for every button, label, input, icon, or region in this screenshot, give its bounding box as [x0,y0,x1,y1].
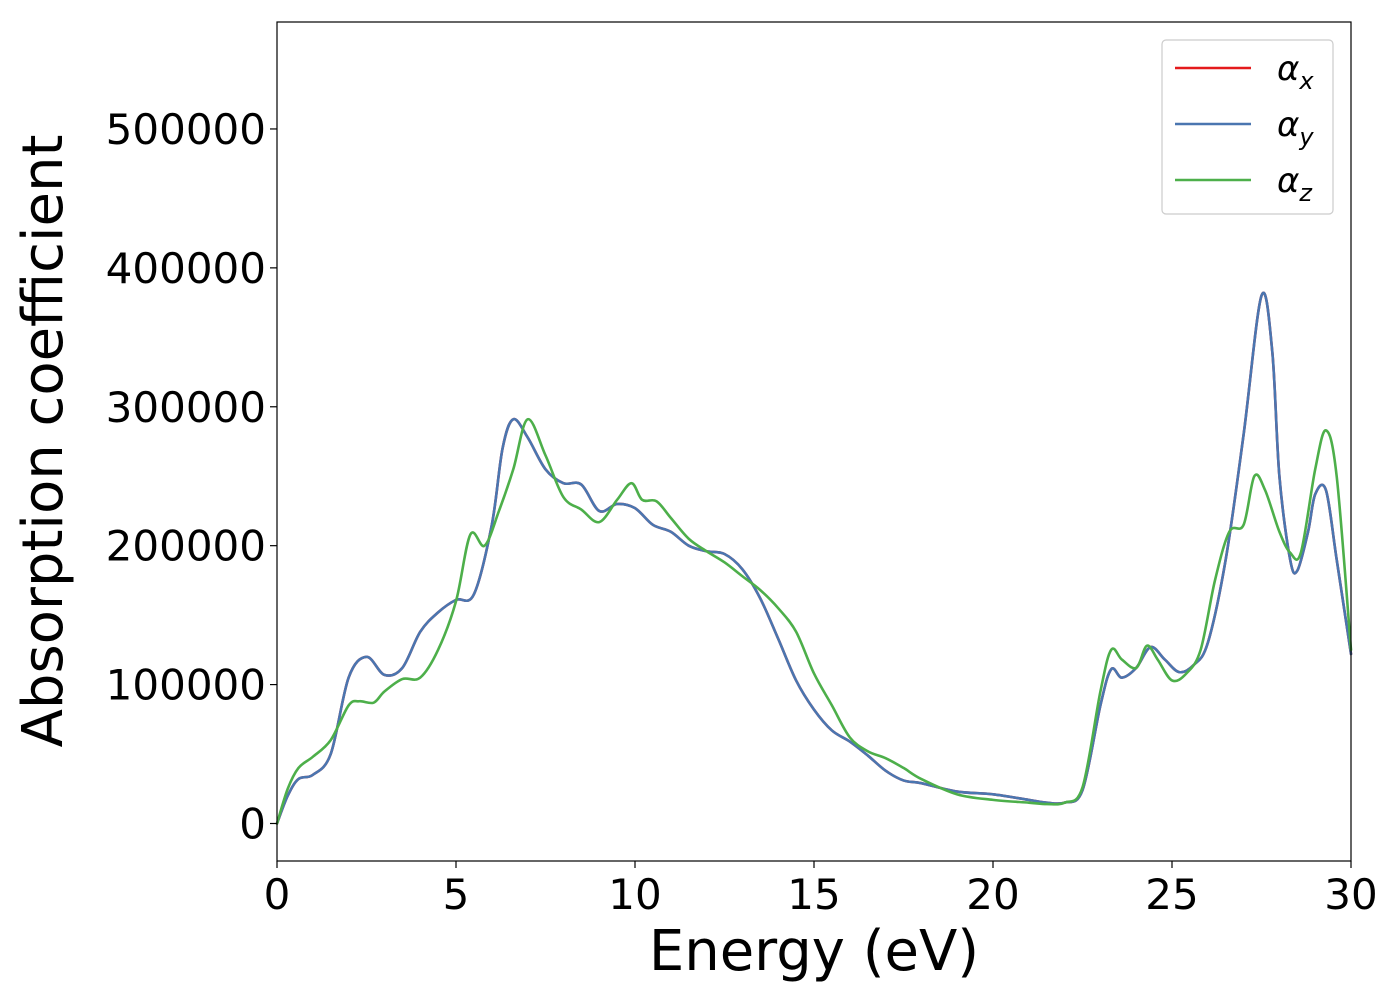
x-tick-label: 30 [1324,870,1377,919]
y-tick-label: 300000 [106,383,266,432]
x-axis: 0 5 10 15 20 25 30 [264,861,1378,919]
y-axis-label: Absorption coefficient [11,135,76,748]
legend-label-z: αz [1277,161,1313,207]
y-tick-label: 400000 [106,244,266,293]
x-axis-label: Energy (eV) [649,919,979,984]
y-tick-label: 200000 [106,522,266,571]
legend-box [1161,39,1334,215]
x-tick-label: 20 [966,870,1019,919]
plot-lines [275,291,1353,825]
x-tick-label: 0 [264,870,291,919]
legend-label-y: αy [1277,105,1314,151]
series-line-z [275,417,1353,825]
x-tick-label: 15 [787,870,840,919]
y-tick-label: 100000 [106,661,266,710]
y-tick-label: 0 [239,799,266,848]
legend: αx αy αz [1161,39,1334,215]
legend-label-x: αx [1277,49,1314,95]
legend-items: αx αy αz [1175,49,1314,207]
y-tick-label: 500000 [106,105,266,154]
x-tick-label: 25 [1145,870,1198,919]
x-tick-label: 5 [443,870,470,919]
x-tick-label: 10 [608,870,661,919]
y-axis: 0 100000 200000 300000 400000 500000 [106,105,277,848]
